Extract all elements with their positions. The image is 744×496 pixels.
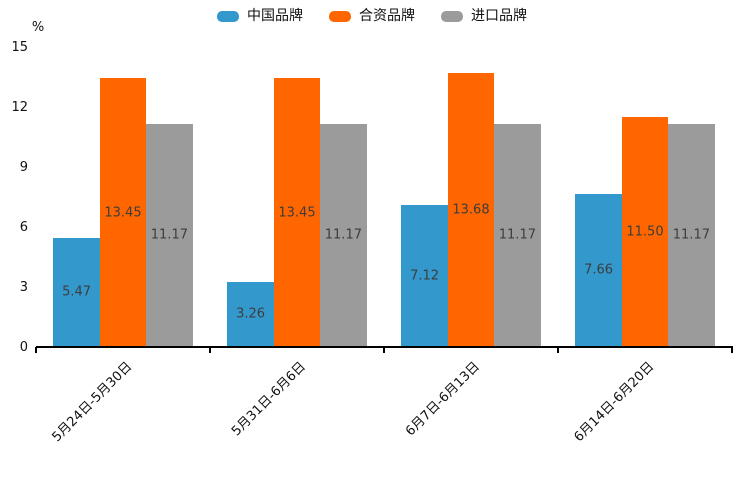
bar-value-label: 7.66 [584,262,614,278]
x-axis-tick-mark [731,347,733,353]
bar-value-label: 13.68 [452,202,490,218]
legend: 中国品牌 合资品牌 进口品牌 [0,4,744,28]
bar-合资品牌-2: 13.68 [447,73,495,347]
legend-label: 进口品牌 [471,8,527,24]
bar-进口品牌-2: 11.17 [494,123,541,347]
bar-进口品牌-3: 11.17 [668,123,715,347]
legend-item-2: 进口品牌 [441,9,527,23]
bar-中国品牌-1: 3.26 [227,281,274,347]
x-axis-category-label: 6月7日-6月13日 [402,359,483,440]
bar-进口品牌-1: 11.17 [320,123,367,347]
bar-value-label: 5.47 [62,284,92,300]
bar-value-label: 11.17 [498,227,536,243]
x-axis-tick-mark [557,347,559,353]
bar-value-label: 11.50 [626,224,664,240]
bar-合资品牌-0: 13.45 [99,78,147,347]
bar-中国品牌-3: 7.66 [575,193,622,347]
y-axis-unit-label: % [31,20,45,35]
bar-value-label: 11.17 [324,227,362,243]
x-axis-category-label: 5月24日-5月30日 [49,359,135,446]
bar-value-label: 13.45 [104,205,142,220]
legend-label: 合资品牌 [359,8,415,24]
legend-swatch-icon [441,10,463,22]
bar-合资品牌-3: 11.50 [621,117,669,347]
x-axis-tick-mark [209,347,211,353]
legend-swatch-icon [217,10,239,22]
legend-label: 中国品牌 [247,8,303,24]
bar-value-label: 11.17 [672,227,710,243]
y-axis-tick-label: 9 [19,160,28,175]
bar-进口品牌-0: 11.17 [146,123,193,347]
y-axis-tick-label: 12 [11,100,28,115]
x-axis-category-label: 5月31日-6月6日 [228,359,309,440]
bar-中国品牌-0: 5.47 [53,237,100,347]
bar-合资品牌-1: 13.45 [273,78,321,347]
legend-item-1: 合资品牌 [329,9,415,23]
bar-value-label: 11.17 [150,227,188,243]
legend-swatch-icon [329,10,351,22]
y-axis-tick-label: 6 [19,220,28,235]
y-axis-tick-label: 3 [19,280,28,295]
x-axis-tick-mark [35,347,37,353]
y-axis-tick-label: 0 [19,340,28,355]
y-axis-tick-label: 15 [11,40,28,55]
bar-value-label: 13.45 [278,205,316,220]
bar-中国品牌-2: 7.12 [401,204,448,347]
x-axis-category-label: 6月14日-6月20日 [571,359,657,446]
x-axis-tick-mark [383,347,385,353]
bar-value-label: 3.26 [236,306,266,322]
legend-item-0: 中国品牌 [217,9,303,23]
bar-value-label: 7.12 [410,268,440,284]
